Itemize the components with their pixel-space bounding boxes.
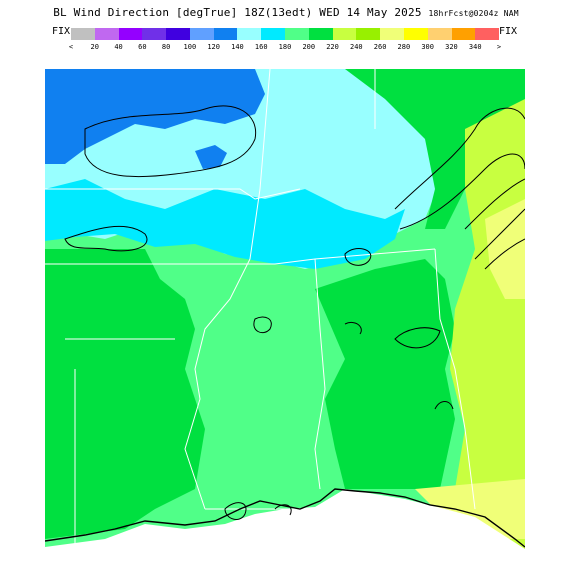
color-legend: FIX FIX <20 40 60 80 100 120 140 160 180 200 220 24… xyxy=(0,24,572,54)
legend-swatch xyxy=(380,28,404,40)
legend-swatch xyxy=(403,28,428,40)
legend-tick-label: 160 xyxy=(254,43,268,51)
legend-tick-label: 280 xyxy=(397,43,411,51)
legend-tick-label: 220 xyxy=(326,43,339,51)
coastline xyxy=(44,488,526,548)
legend-fix-right: FIX xyxy=(499,26,518,37)
legend-tick-label: 320 xyxy=(445,43,458,51)
chart-title: BL Wind Direction [degTrue] 18Z(13edt) W… xyxy=(0,6,572,19)
legend-tick-label: 300 xyxy=(421,43,434,51)
legend-tick-label: 60 xyxy=(138,43,147,51)
legend-swatch xyxy=(142,28,167,40)
legend-swatch xyxy=(118,28,143,40)
gulf-of-mexico xyxy=(45,489,525,549)
legend-tick-label: 200 xyxy=(302,43,316,51)
region-yellow xyxy=(485,199,525,299)
legend-tick-label: > xyxy=(496,43,502,51)
title-main: BL Wind Direction [degTrue] 18Z(13edt) W… xyxy=(53,6,422,19)
legend-tick-label: 140 xyxy=(231,43,244,51)
wind-direction-map xyxy=(44,68,526,549)
legend-swatch xyxy=(475,28,500,40)
legend-swatch xyxy=(427,28,452,40)
legend-swatch xyxy=(213,28,238,40)
legend-swatch xyxy=(261,28,286,40)
legend-swatch xyxy=(71,28,95,40)
region-west-green xyxy=(45,249,205,539)
region-northeast-green xyxy=(345,69,525,229)
legend-color-bar xyxy=(71,28,500,40)
legend-swatch xyxy=(451,28,476,40)
legend-tick-label: 40 xyxy=(114,43,123,51)
legend-tick-label: 260 xyxy=(373,43,387,51)
legend-fix-left: FIX xyxy=(52,26,71,37)
legend-swatch xyxy=(166,28,190,40)
legend-tick-label: 340 xyxy=(468,43,482,51)
map-svg xyxy=(44,68,526,549)
region-east-green xyxy=(315,259,455,489)
contour-lines xyxy=(64,105,526,520)
legend-tick-label: 180 xyxy=(278,43,292,51)
state-borders xyxy=(45,68,476,549)
region-small-blue xyxy=(195,145,227,169)
title-forecast: 18hrFcst@0204z NAM xyxy=(428,9,519,18)
legend-swatch xyxy=(285,28,309,40)
legend-swatch xyxy=(356,28,381,40)
legend-swatch xyxy=(332,28,357,40)
legend-tick-label: < xyxy=(68,43,74,51)
legend-tick-label: 20 xyxy=(90,43,99,51)
region-cyan-deep xyxy=(45,179,405,269)
legend-swatch xyxy=(308,28,333,40)
legend-swatch xyxy=(237,28,262,40)
legend-swatch xyxy=(189,28,214,40)
region-southeast-yellow xyxy=(415,479,525,539)
legend-swatch xyxy=(94,28,119,40)
legend-tick-label: 80 xyxy=(161,43,171,51)
legend-tick-label: 120 xyxy=(207,43,220,51)
region-north-blue xyxy=(45,69,265,164)
legend-tick-label: 100 xyxy=(183,43,197,51)
legend-tick-label: 240 xyxy=(350,43,363,51)
